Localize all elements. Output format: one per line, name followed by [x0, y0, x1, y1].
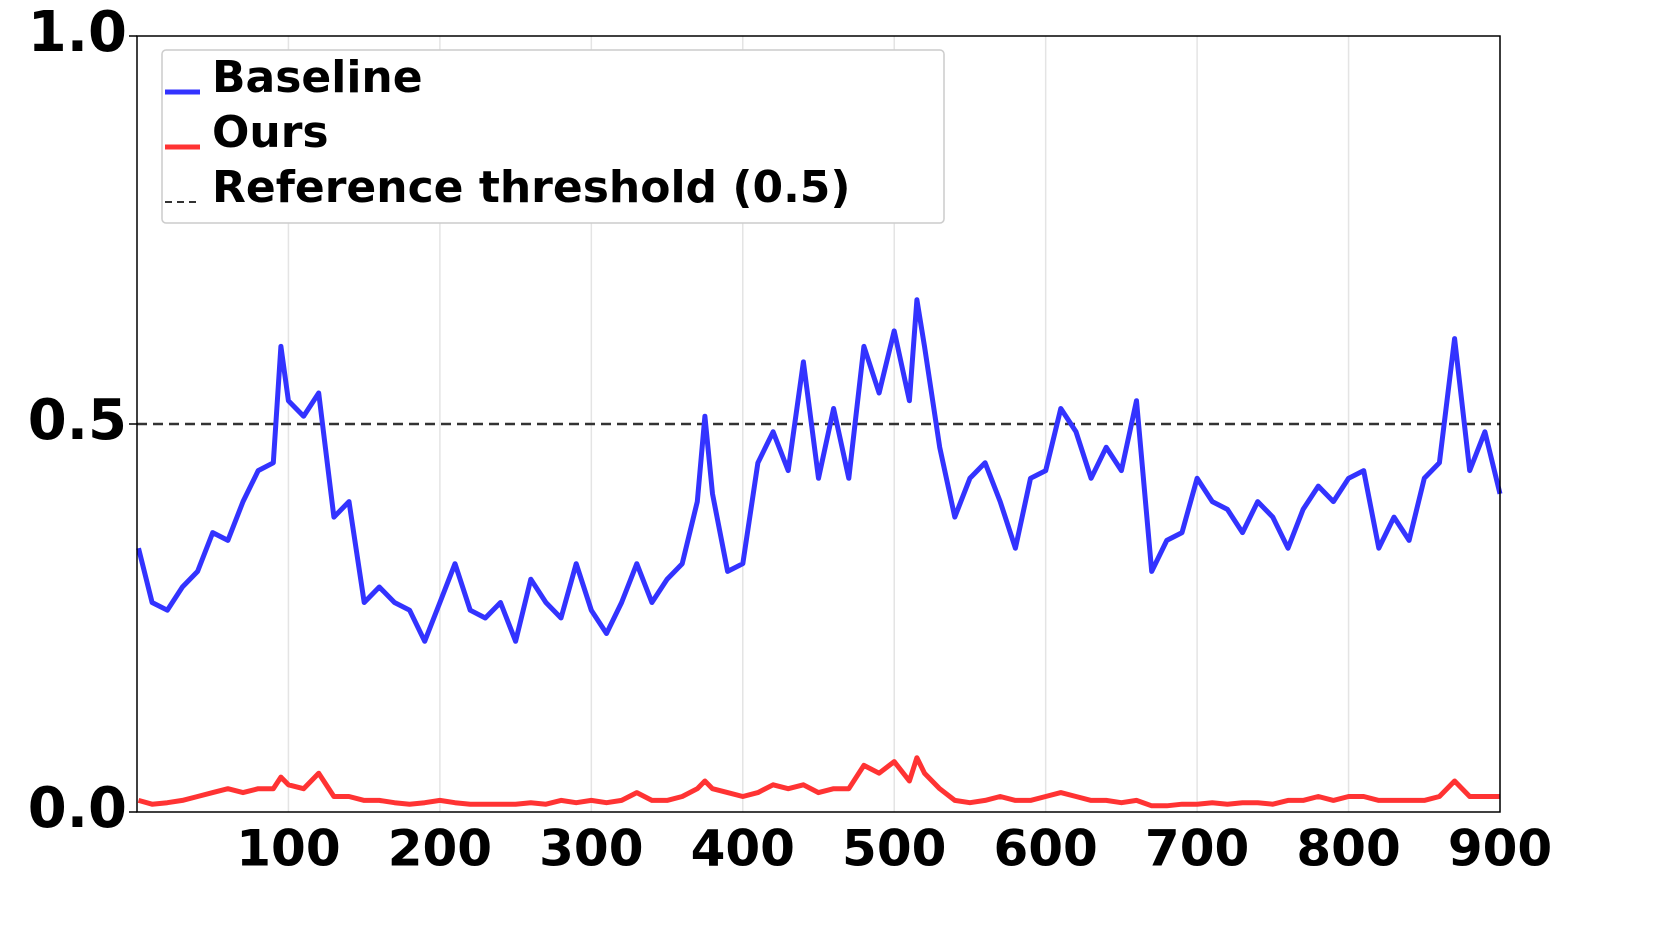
legend-label: Ours [212, 107, 329, 158]
series-line [136, 297, 1503, 644]
y-tick-label: 0.5 [28, 388, 127, 453]
x-tick-label: 800 [1296, 820, 1400, 878]
x-tick-label: 500 [842, 820, 946, 878]
legend-box [161, 49, 945, 224]
legend-label: Baseline [212, 52, 423, 103]
x-tick-label: 200 [388, 820, 492, 878]
x-tick-label: 100 [236, 820, 340, 878]
y-tick-label: 1.0 [28, 0, 127, 65]
x-tick-label: 900 [1448, 820, 1552, 878]
series-line [137, 755, 1500, 809]
plot-frame [136, 35, 1501, 813]
x-tick-label: 400 [691, 820, 795, 878]
legend-label: Reference threshold (0.5) [212, 162, 851, 213]
x-tick-label: 300 [539, 820, 643, 878]
x-tick-label: 700 [1145, 820, 1249, 878]
y-tick-label: 0.0 [28, 776, 127, 841]
x-tick-label: 600 [993, 820, 1097, 878]
